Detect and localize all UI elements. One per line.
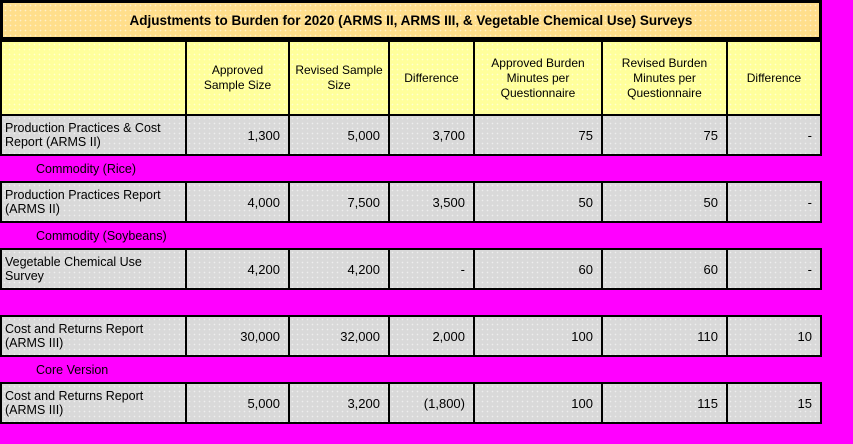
revised-minutes-cell[interactable]: 50 — [603, 183, 728, 221]
survey-name-cell[interactable]: Cost and Returns Report (ARMS III) — [2, 384, 187, 422]
table-title: Adjustments to Burden for 2020 (ARMS II,… — [129, 12, 693, 28]
revised-minutes-cell[interactable]: 60 — [603, 250, 728, 288]
header-cell-revised-burden-minutes[interactable]: Revised Burden Minutes per Questionnaire — [603, 42, 728, 114]
sample-difference-cell[interactable]: 3,500 — [390, 183, 475, 221]
sheet-background-strip — [0, 424, 853, 441]
section-label: Commodity (Soybeans) — [36, 228, 167, 243]
minutes-difference-cell[interactable]: - — [728, 183, 822, 221]
revised-minutes-cell[interactable]: 110 — [603, 317, 728, 355]
sample-difference-cell[interactable]: 3,700 — [390, 116, 475, 154]
survey-name-cell[interactable]: Production Practices & Cost Report (ARMS… — [2, 116, 187, 154]
sample-difference-cell[interactable]: - — [390, 250, 475, 288]
section-label: Core Version — [36, 362, 109, 377]
revised-minutes-cell[interactable]: 75 — [603, 116, 728, 154]
revised-sample-cell[interactable]: 4,200 — [290, 250, 390, 288]
section-row-blank[interactable] — [0, 290, 822, 317]
approved-sample-cell[interactable]: 4,000 — [187, 183, 290, 221]
section-row-commodity-rice[interactable]: Commodity (Rice) — [0, 156, 822, 183]
approved-minutes-cell[interactable]: 100 — [475, 317, 603, 355]
table-title-bar: Adjustments to Burden for 2020 (ARMS II,… — [0, 0, 822, 40]
approved-minutes-cell[interactable]: 100 — [475, 384, 603, 422]
survey-name-cell[interactable]: Cost and Returns Report (ARMS III) — [2, 317, 187, 355]
section-label: Commodity (Rice) — [36, 161, 137, 176]
table-row-vegetable-chemical-use: Vegetable Chemical Use Survey 4,200 4,20… — [0, 250, 822, 290]
header-cell-revised-sample-size[interactable]: Revised Sample Size — [290, 42, 390, 114]
minutes-difference-cell[interactable]: - — [728, 250, 822, 288]
table-row-arms2-practices-report: Production Practices Report (ARMS II) 4,… — [0, 183, 822, 223]
table-row-arms3-cost-returns-core: Cost and Returns Report (ARMS III) 5,000… — [0, 384, 822, 424]
survey-name-cell[interactable]: Vegetable Chemical Use Survey — [2, 250, 187, 288]
header-row: Approved Sample Size Revised Sample Size… — [0, 42, 822, 116]
minutes-difference-cell[interactable]: 10 — [728, 317, 822, 355]
minutes-difference-cell[interactable]: - — [728, 116, 822, 154]
revised-sample-cell[interactable]: 7,500 — [290, 183, 390, 221]
header-cell-burden-difference[interactable]: Difference — [728, 42, 822, 114]
burden-table: Approved Sample Size Revised Sample Size… — [0, 40, 822, 424]
approved-minutes-cell[interactable]: 50 — [475, 183, 603, 221]
approved-minutes-cell[interactable]: 75 — [475, 116, 603, 154]
burden-adjustments-sheet: Adjustments to Burden for 2020 (ARMS II,… — [0, 0, 822, 424]
table-row-arms3-cost-returns: Cost and Returns Report (ARMS III) 30,00… — [0, 317, 822, 357]
survey-name-cell[interactable]: Production Practices Report (ARMS II) — [2, 183, 187, 221]
revised-sample-cell[interactable]: 3,200 — [290, 384, 390, 422]
table-row-arms2-cost-report: Production Practices & Cost Report (ARMS… — [0, 116, 822, 156]
approved-sample-cell[interactable]: 30,000 — [187, 317, 290, 355]
minutes-difference-cell[interactable]: 15 — [728, 384, 822, 422]
sample-difference-cell[interactable]: (1,800) — [390, 384, 475, 422]
approved-sample-cell[interactable]: 4,200 — [187, 250, 290, 288]
section-row-commodity-soybeans[interactable]: Commodity (Soybeans) — [0, 223, 822, 250]
approved-sample-cell[interactable]: 5,000 — [187, 384, 290, 422]
sample-difference-cell[interactable]: 2,000 — [390, 317, 475, 355]
approved-minutes-cell[interactable]: 60 — [475, 250, 603, 288]
header-cell-sample-difference[interactable]: Difference — [390, 42, 475, 114]
header-cell-blank[interactable] — [2, 42, 187, 114]
approved-sample-cell[interactable]: 1,300 — [187, 116, 290, 154]
revised-sample-cell[interactable]: 32,000 — [290, 317, 390, 355]
revised-minutes-cell[interactable]: 115 — [603, 384, 728, 422]
revised-sample-cell[interactable]: 5,000 — [290, 116, 390, 154]
header-cell-approved-burden-minutes[interactable]: Approved Burden Minutes per Questionnair… — [475, 42, 603, 114]
header-cell-approved-sample-size[interactable]: Approved Sample Size — [187, 42, 290, 114]
section-row-core-version[interactable]: Core Version — [0, 357, 822, 384]
